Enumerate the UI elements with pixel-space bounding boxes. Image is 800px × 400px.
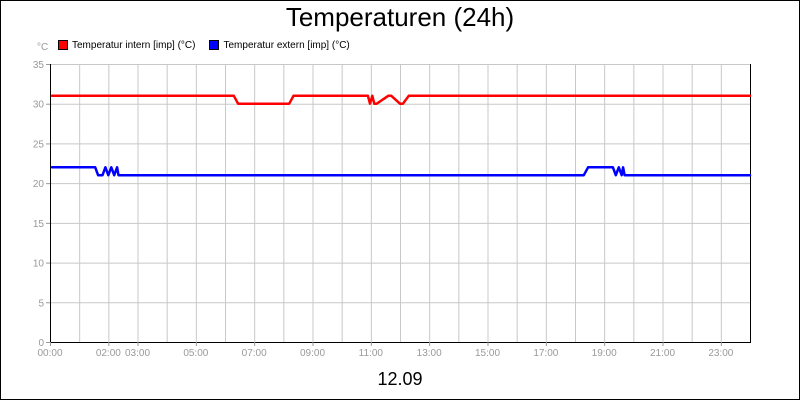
x-tick-label: 09:00 <box>300 348 325 359</box>
x-tick-label: 13:00 <box>417 348 442 359</box>
legend: Temperatur intern [imp] (°C) Temperatur … <box>58 38 364 52</box>
legend-item-extern: Temperatur extern [imp] (°C) <box>209 39 350 51</box>
series-layer <box>50 94 752 177</box>
legend-item-intern: Temperatur intern [imp] (°C) <box>58 40 195 51</box>
x-tick-label: 17:00 <box>533 348 558 359</box>
y-tick-label: 0 <box>38 338 44 349</box>
y-tick-label: 15 <box>33 219 45 230</box>
x-tick-label: 23:00 <box>708 348 733 359</box>
x-tick-label: 21:00 <box>650 348 675 359</box>
x-tick-label: 15:00 <box>475 348 500 359</box>
x-tick-label: 11:00 <box>359 348 384 359</box>
x-tick-label: 19:00 <box>592 348 617 359</box>
y-tick-label: 35 <box>33 60 45 71</box>
legend-label-intern: Temperatur intern [imp] (°C) <box>72 39 196 51</box>
x-tick-label: 00:00 <box>37 348 62 359</box>
y-tick-label: 30 <box>33 100 45 111</box>
y-tick-label: 10 <box>33 259 45 270</box>
grid-layer <box>50 64 750 342</box>
tick-label-layer: 0 5 10 15 20 25 30 35 00:00 02:00 03:00 05:00 07:00 0… <box>33 60 734 359</box>
y-tick-label: 20 <box>33 179 45 190</box>
x-tick-label: 05:00 <box>183 348 208 359</box>
axis-layer <box>46 64 751 346</box>
series-line-extern <box>50 166 752 177</box>
x-tick-label: 02:00 <box>96 348 121 359</box>
date-label: 12.09 <box>377 369 423 389</box>
chart-title: Temperaturen (24h) <box>285 2 515 32</box>
legend-label-extern: Temperatur extern [imp] (°C) <box>223 39 350 51</box>
legend-swatch-extern <box>209 40 220 50</box>
legend-swatch-intern <box>58 40 68 50</box>
x-tick-label: 07:00 <box>242 348 267 359</box>
y-tick-label: 5 <box>38 298 44 309</box>
series-line-intern <box>50 94 752 105</box>
y-tick-label: 25 <box>33 139 45 150</box>
x-tick-label: 03:00 <box>125 348 150 359</box>
y-axis-unit-label: °C <box>37 42 49 53</box>
